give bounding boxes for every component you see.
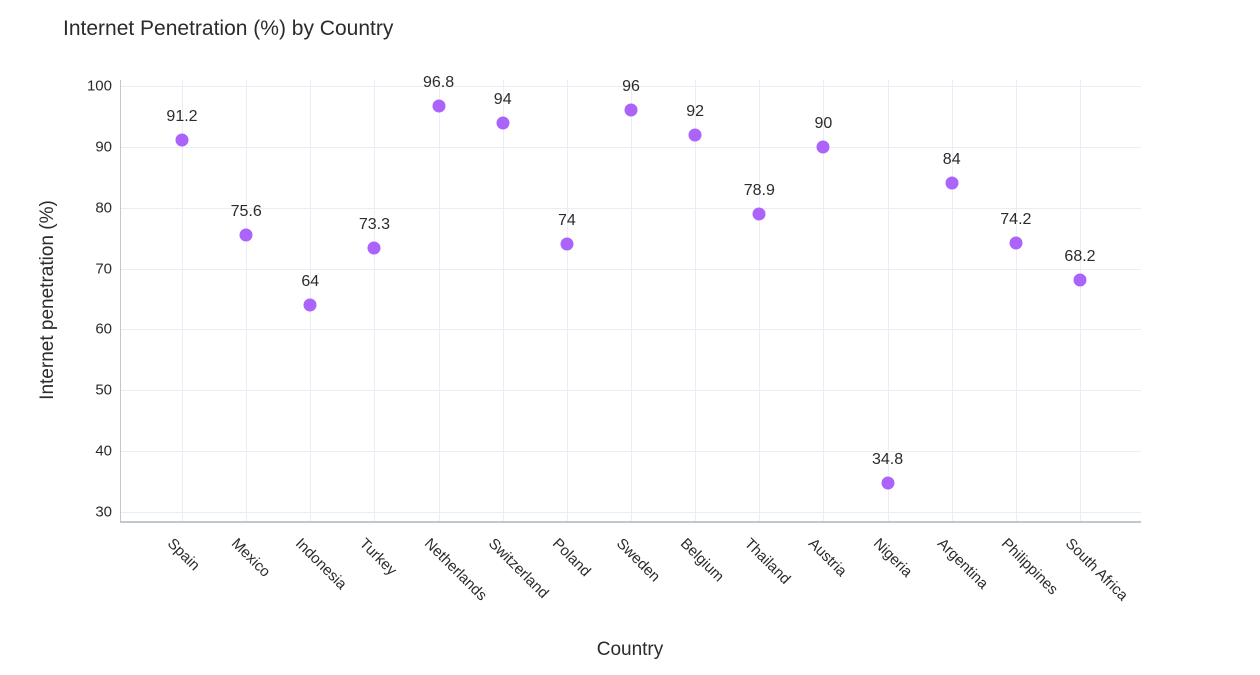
x-gridline [631,80,632,521]
data-point-marker[interactable] [496,116,510,130]
x-tick-label: Mexico [228,535,274,581]
x-gridline [182,80,183,521]
data-point-marker[interactable] [367,241,381,255]
x-tick-label: Indonesia [292,535,351,594]
y-tick-label: 30 [95,503,112,521]
x-tick-label: Poland [548,535,594,581]
data-point-label: 34.8 [871,450,904,468]
data-point-marker[interactable] [560,237,574,251]
data-point-marker[interactable] [945,176,959,190]
data-point-label: 75.6 [230,202,262,220]
y-tick-label: 80 [95,199,112,217]
y-tick-label: 40 [95,442,112,460]
data-point-label: 96.8 [422,73,455,91]
data-point-label: 74.2 [1000,211,1032,229]
data-point-marker[interactable] [624,103,638,117]
x-gridline [1015,80,1017,521]
x-gridline [566,80,568,521]
x-gridline [502,80,504,521]
data-point-marker[interactable] [239,228,253,241]
x-tick-label: Netherlands [420,535,490,605]
x-gridline [246,80,248,521]
x-tick-label: Belgium [677,535,728,586]
y-tick-label: 70 [95,260,112,278]
y-tick-label: 90 [95,138,112,156]
data-point-marker[interactable] [688,128,702,142]
y-axis-title: Internet penetration (%) [37,200,58,400]
y-tick-label: 100 [86,77,112,95]
data-point-label: 91.2 [166,107,198,125]
x-tick-label: Sweden [612,535,664,586]
x-tick-label: Nigeria [869,535,916,581]
x-gridline [951,80,953,521]
data-point-marker[interactable] [1009,236,1023,250]
data-point-label: 64 [301,273,320,291]
x-axis-title: Country [596,639,664,660]
x-gridline [438,80,440,521]
data-point-marker[interactable] [816,140,830,154]
data-point-label: 73.3 [358,216,390,234]
data-point-label: 96 [622,78,640,96]
x-tick-label: Argentina [933,535,992,593]
plot-area[interactable]: 91.2 75.6 64 73.3 96.8 94 74 96 92 78.9 90 34.8 84 74… [120,74,1141,523]
x-gridline [759,80,761,521]
x-gridline [887,80,889,521]
data-point-label: 74 [557,212,576,230]
chart-title: Internet Penetration (%) by Country [63,17,394,40]
x-tick-label: Turkey [356,535,401,580]
data-point-marker[interactable] [175,133,189,147]
x-gridline [695,80,697,521]
x-gridline [1080,80,1081,521]
x-tick-label: South Africa [1061,535,1132,605]
data-point-label: 92 [686,102,705,120]
data-point-label: 78.9 [743,182,775,200]
data-point-marker[interactable] [881,476,895,490]
data-point-label: 84 [942,151,961,169]
x-tick-label: Austria [805,535,851,581]
x-tick-label: Philippines [997,535,1062,599]
data-point-marker[interactable] [432,99,446,113]
x-gridline [374,80,376,521]
data-point-marker[interactable] [752,207,766,221]
data-point-label: 68.2 [1064,247,1096,265]
data-point-marker[interactable] [303,298,317,312]
x-gridline [823,80,825,521]
x-tick-label: Switzerland [484,535,552,602]
data-point-marker[interactable] [1073,273,1087,286]
data-point-label: 94 [493,90,512,108]
y-tick-label: 50 [95,381,112,399]
x-tick-label: Spain [163,535,204,575]
y-tick-label: 60 [95,320,112,338]
x-tick-label: Thailand [741,535,794,588]
data-point-label: 90 [814,114,833,132]
